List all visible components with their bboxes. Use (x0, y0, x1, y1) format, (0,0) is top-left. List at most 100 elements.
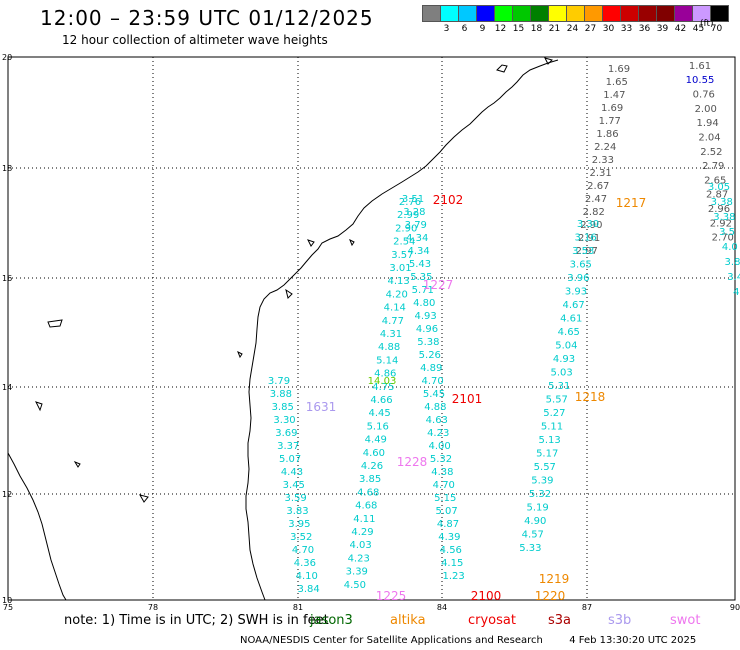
wave-height-value: 4.34 (406, 233, 428, 244)
island-small-a (47, 319, 63, 328)
latitude-label: 12 (2, 490, 12, 499)
scale-label: 42 (674, 24, 687, 34)
wave-height-value: 1.61 (689, 61, 711, 72)
wave-height-value: 5.14 (376, 355, 398, 366)
wave-height-value: 4.38 (431, 467, 453, 478)
wave-height-value: 14.03 (368, 376, 397, 387)
wave-height-value: 5.16 (367, 421, 389, 432)
wave-height-value: 4.60 (363, 448, 385, 459)
wave-height-value: 2.82 (583, 207, 605, 218)
scale-unit-label: (ft) (700, 19, 714, 29)
wave-height-value: 5.33 (519, 543, 541, 554)
wave-height-value: 2.52 (700, 147, 722, 158)
wave-height-value: 2.87 (706, 190, 728, 201)
pass-time-label: 2102 (433, 193, 464, 207)
wave-height-value: 2.90 (580, 220, 602, 231)
latitude-label: 10 (2, 596, 12, 605)
map-title: 12:00 – 23:59 UTC 01/12/2025 (40, 6, 374, 30)
wave-height-value: 3.59 (285, 493, 307, 504)
scale-label: 12 (494, 24, 507, 34)
wave-height-value: 3.85 (272, 402, 294, 413)
wave-height-value: 1.77 (599, 116, 621, 127)
scale-swatch (710, 5, 729, 22)
wave-height-value: 4.23 (348, 553, 370, 564)
wave-height-value: 3.84 (297, 584, 319, 595)
coastline-mainland (245, 59, 559, 601)
wave-height-value: 2.47 (585, 194, 607, 205)
wave-height-value: 4.89 (420, 363, 442, 374)
map-subtitle: 12 hour collection of altimeter wave hei… (62, 33, 328, 47)
longitude-label: 87 (582, 603, 592, 612)
wave-height-value: 5.11 (541, 422, 563, 433)
wave-height-value: 4.43 (281, 467, 303, 478)
wave-height-value: 4.11 (353, 514, 375, 525)
wave-height-value: 5.32 (529, 489, 551, 500)
island-small-c (285, 238, 355, 299)
scale-label: 27 (584, 24, 597, 34)
wave-height-value: 2.97 (576, 246, 598, 257)
wave-height-value: 3.16 (574, 233, 596, 244)
wave-height-value: 3.38 (713, 212, 735, 223)
credit-text: NOAA/NESDIS Center for Satellite Applica… (240, 635, 543, 646)
wave-height-value: 4.31 (380, 329, 402, 340)
wave-height-value: 5.32 (430, 454, 452, 465)
wave-height-value: 3.52 (290, 532, 312, 543)
wave-height-value: 1.23 (442, 571, 464, 582)
wave-height-value: 4.56 (440, 545, 462, 556)
latitude-label: 20 (2, 53, 12, 62)
latitude-label: 18 (2, 164, 12, 173)
footer-note: note: 1) Time is in UTC; 2) SWH is in fe… (64, 613, 329, 628)
wave-height-value: 5.71 (412, 285, 434, 296)
wave-height-value: 4.57 (522, 530, 544, 541)
scale-label: 33 (620, 24, 633, 34)
wave-height-value: 1.65 (606, 77, 628, 88)
wave-height-value: 4.67 (562, 300, 584, 311)
wave-height-value: 4.68 (357, 487, 379, 498)
island-small-b (35, 350, 243, 503)
wave-height-value: 2.24 (594, 142, 616, 153)
wave-height-value: 3.96 (567, 273, 589, 284)
scale-label: 70 (710, 24, 723, 34)
wave-height-value: 2.54 (393, 237, 415, 248)
wave-height-value: 5.19 (526, 503, 548, 514)
wave-height-value: 4.70 (421, 376, 443, 387)
wave-height-value: 1.69 (608, 64, 630, 75)
wave-height-value: 3.51 (402, 194, 424, 205)
wave-height-value: 3.57 (391, 250, 413, 261)
latitude-label: 14 (2, 383, 12, 392)
scale-label: 9 (479, 24, 486, 34)
wave-height-value: 4.66 (370, 395, 392, 406)
legend-item-cryosat: cryosat (468, 613, 516, 628)
wave-height-value: 4.50 (344, 580, 366, 591)
wave-height-value: 4.00 (428, 441, 450, 452)
wave-height-value: 2.67 (587, 181, 609, 192)
scale-label: 6 (461, 24, 468, 34)
wave-height-value: 4.68 (355, 501, 377, 512)
wave-height-value: 5.27 (543, 408, 565, 419)
wave-height-value: 2.96 (708, 204, 730, 215)
wave-height-value: 4.14 (384, 303, 406, 314)
pass-time-label: 1228 (397, 455, 428, 469)
scale-label: 39 (656, 24, 669, 34)
wave-height-value: 5.07 (435, 506, 457, 517)
wave-height-value: 2.76 (399, 197, 421, 208)
longitude-label: 81 (293, 603, 303, 612)
wave-height-value: 3.30 (273, 415, 295, 426)
wave-height-value: 4.88 (378, 342, 400, 353)
wave-height-value: 4.88 (424, 402, 446, 413)
wave-height-value: 4.93 (553, 354, 575, 365)
wave-height-value: 4.70 (433, 480, 455, 491)
wave-height-value: 2.65 (704, 175, 726, 186)
wave-height-value: 4. (733, 287, 740, 298)
wave-height-value: 5.03 (550, 368, 572, 379)
wave-height-value: 4.34 (407, 246, 429, 257)
wave-height-value: 3.65 (570, 260, 592, 271)
wave-height-value: 4.96 (416, 324, 438, 335)
wave-height-value: 2.31 (589, 168, 611, 179)
wave-height-value: 2.70 (712, 233, 734, 244)
wave-height-value: 5.04 (555, 341, 577, 352)
wave-height-value: 1.86 (596, 129, 618, 140)
wave-height-value: 2.99 (397, 210, 419, 221)
scale-label: 24 (566, 24, 579, 34)
pass-time-label: 1220 (535, 589, 566, 603)
